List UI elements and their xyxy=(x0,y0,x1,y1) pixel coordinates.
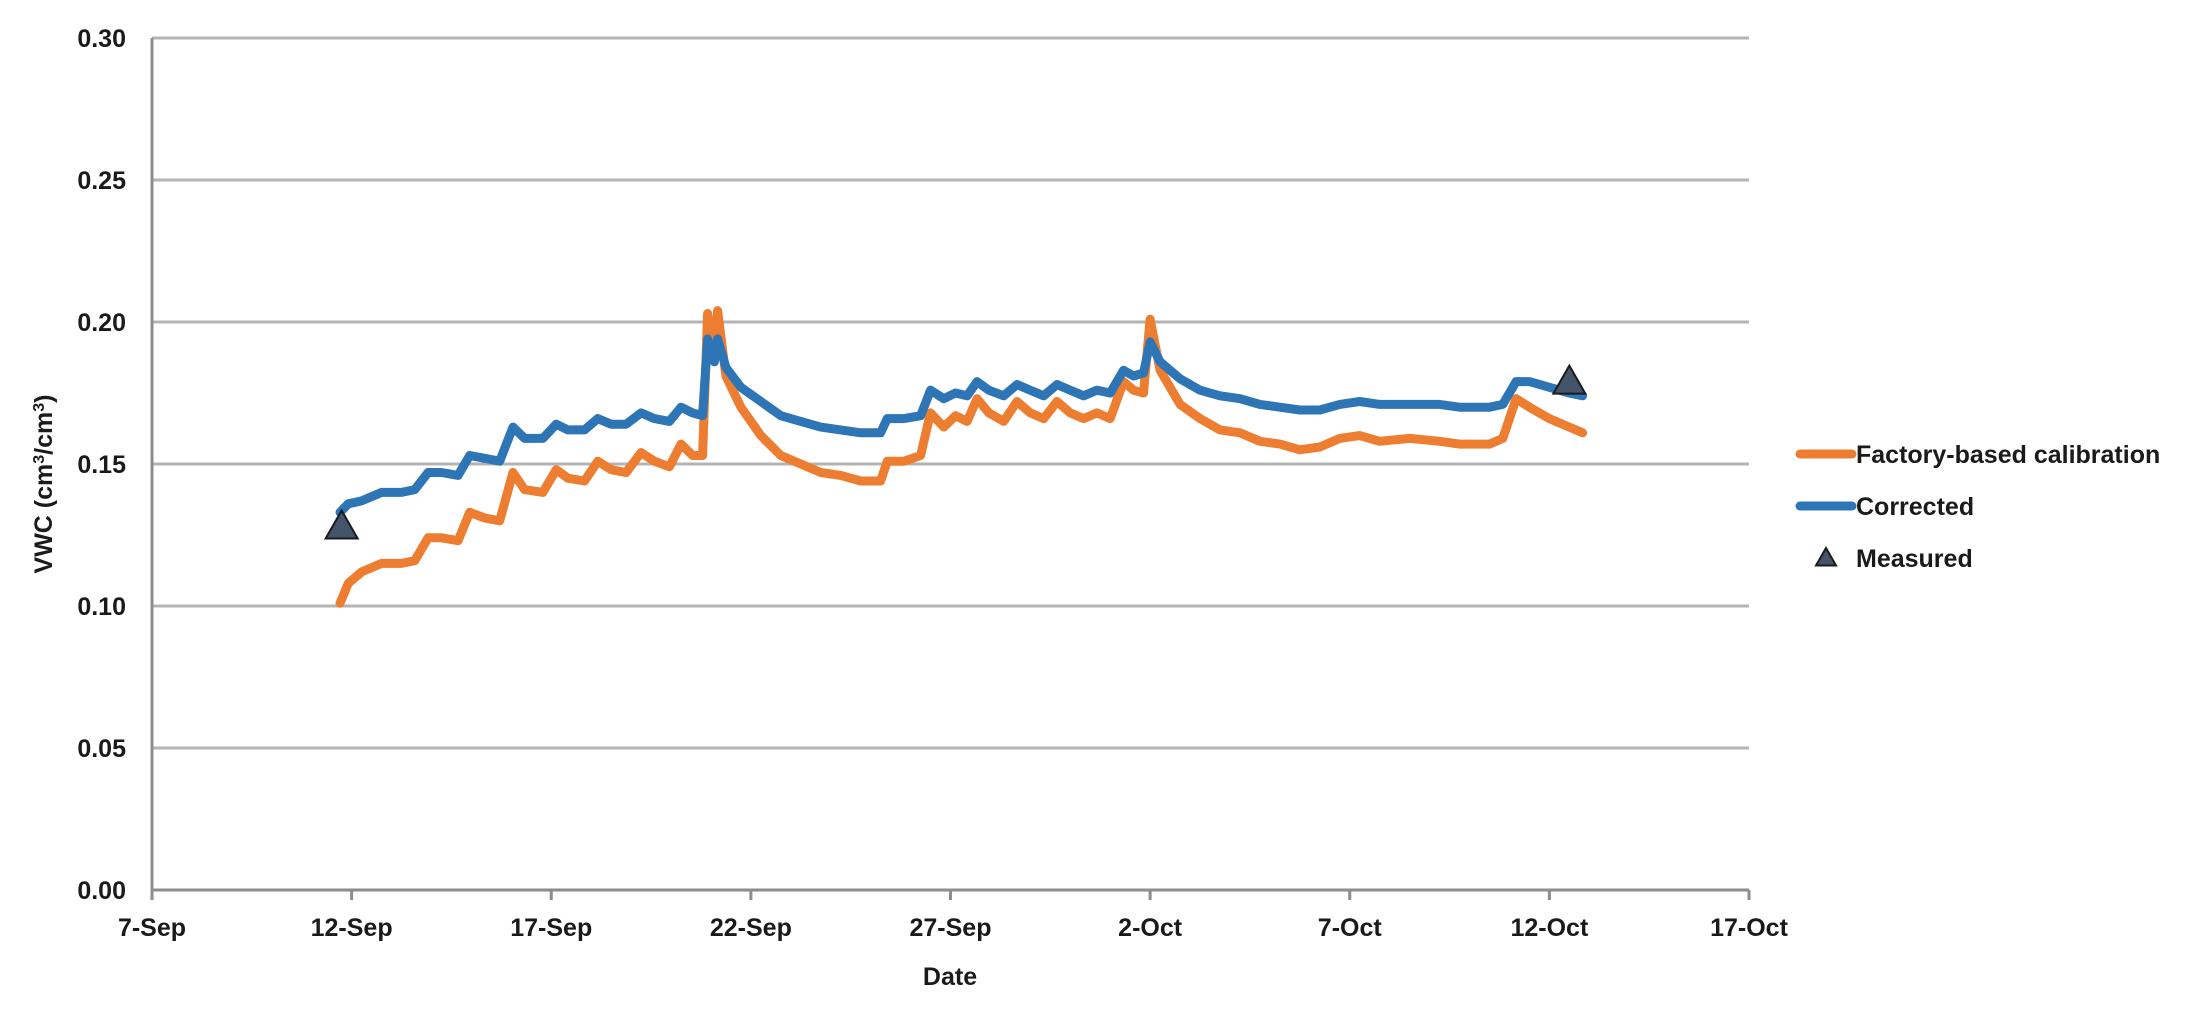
x-axis-ticks: 7-Sep 12-Sep 17-Sep 22-Sep 27-Sep 2-Oct 7-Oct 1… xyxy=(118,890,1789,942)
measured-point-marker xyxy=(323,508,360,540)
x-tick-label: 12-Oct xyxy=(1510,914,1588,942)
legend: Factory-based calibration Corrected Measur… xyxy=(1795,441,2160,573)
series-line-corrected xyxy=(335,334,1588,517)
legend-swatch xyxy=(1814,545,1838,567)
y-tick-label: 0.10 xyxy=(77,593,126,621)
y-tick-label: 0.15 xyxy=(77,451,126,479)
y-tick-label: 0.25 xyxy=(77,167,126,195)
x-tick-label: 27-Sep xyxy=(910,914,992,942)
x-tick-label: 7-Oct xyxy=(1318,914,1383,942)
series-line-factory-based-calibration xyxy=(335,306,1588,608)
legend-label: Corrected xyxy=(1856,493,1974,521)
y-axis-title: VWC (cm3/cm3) xyxy=(30,395,58,574)
x-tick-label: 2-Oct xyxy=(1118,914,1183,942)
series-layer xyxy=(323,306,1588,608)
x-tick-label: 12-Sep xyxy=(311,914,393,942)
legend-label: Measured xyxy=(1856,545,1973,573)
y-tick-label: 0.05 xyxy=(77,735,126,763)
y-tick-label: 0.00 xyxy=(77,877,126,905)
x-axis-title: Date xyxy=(923,963,977,991)
x-tick-label: 7-Sep xyxy=(118,914,186,942)
x-tick-label: 17-Oct xyxy=(1710,914,1788,942)
y-tick-label: 0.20 xyxy=(77,309,126,337)
measured-point-marker xyxy=(1551,363,1588,395)
y-tick-label: 0.30 xyxy=(77,25,126,53)
legend-label: Factory-based calibration xyxy=(1856,441,2160,469)
y-axis-ticks: 0.00 0.05 0.10 0.15 0.20 0.25 0.30 xyxy=(77,25,126,905)
x-tick-label: 22-Sep xyxy=(710,914,792,942)
gridlines xyxy=(152,36,1749,750)
x-tick-label: 17-Sep xyxy=(510,914,592,942)
